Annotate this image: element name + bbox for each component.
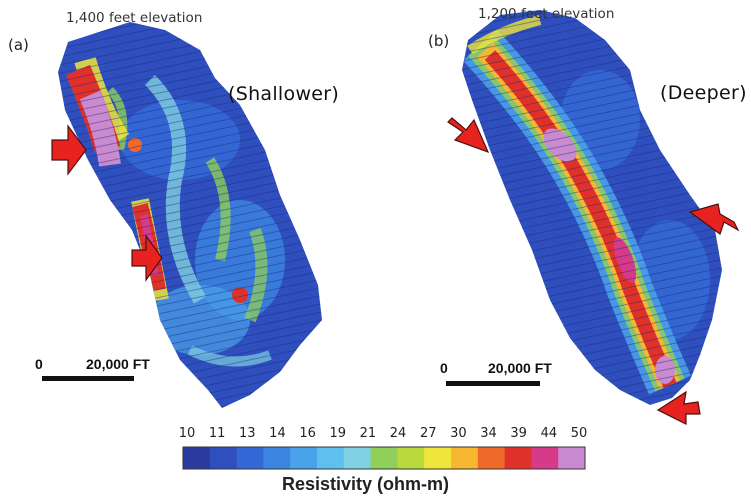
colorbar-segment — [504, 447, 532, 469]
scale-bar-b — [446, 381, 540, 386]
depth-label-a: (Shallower) — [228, 83, 340, 105]
map-panel-b — [462, 10, 722, 405]
colorbar — [182, 446, 586, 470]
colorbar-tick-label: 50 — [570, 426, 588, 441]
depth-label-b: (Deeper) — [660, 82, 747, 104]
colorbar-segment — [451, 447, 479, 469]
colorbar-tick-label: 16 — [299, 426, 316, 441]
colorbar-segment — [209, 447, 238, 469]
colorbar-tick-label: 39 — [510, 426, 527, 441]
arrow-marker-b2-icon — [688, 203, 740, 235]
arrow-marker-b1-icon — [447, 117, 490, 154]
scale-label-a: 20,000 FT — [86, 356, 150, 372]
colorbar-segment — [370, 447, 398, 469]
colorbar-segment — [263, 447, 291, 469]
colorbar-tick-label: 14 — [269, 426, 286, 441]
colorbar-segment — [531, 447, 559, 469]
colorbar-tick-label: 11 — [208, 426, 226, 441]
colorbar-segment — [183, 447, 211, 469]
colorbar-tick-label: 21 — [359, 426, 377, 441]
colorbar-tick-label: 13 — [239, 426, 256, 441]
scale-zero-b: 0 — [440, 360, 448, 376]
colorbar-tick-label: 10 — [178, 426, 196, 441]
colorbar-segment — [558, 447, 586, 469]
colorbar-tick-label: 44 — [540, 426, 558, 441]
panel-label-b: (b) — [428, 32, 450, 50]
scale-bar-a — [42, 376, 134, 381]
scale-zero-a: 0 — [35, 356, 43, 372]
arrow-marker-a2-icon — [131, 234, 163, 282]
panel-label-a: (a) — [8, 36, 29, 54]
colorbar-segment — [236, 447, 264, 469]
scale-label-b: 20,000 FT — [488, 360, 552, 376]
colorbar-tick-label: 30 — [450, 426, 467, 441]
colorbar-segment — [317, 447, 345, 469]
colorbar-tick-label: 27 — [419, 426, 437, 441]
colorbar-segment — [343, 447, 372, 469]
elevation-label-a: 1,400 feet elevation — [66, 10, 203, 26]
colorbar-tick-label: 19 — [329, 426, 347, 441]
colorbar-segment — [290, 447, 318, 469]
colorbar-segment — [477, 447, 506, 469]
colorbar-segment — [424, 447, 452, 469]
elevation-label-b: 1,200 feet elevation — [478, 6, 615, 22]
colorbar-tick-label: 34 — [480, 426, 497, 441]
colorbar-title: Resistivity (ohm-m) — [282, 474, 450, 494]
colorbar-border — [182, 446, 586, 470]
arrow-marker-b3-icon — [656, 390, 701, 425]
colorbar-segment — [397, 447, 425, 469]
map-panel-a — [58, 22, 322, 408]
arrow-marker-a1-icon — [51, 124, 87, 176]
colorbar-tick-label: 24 — [389, 426, 407, 441]
